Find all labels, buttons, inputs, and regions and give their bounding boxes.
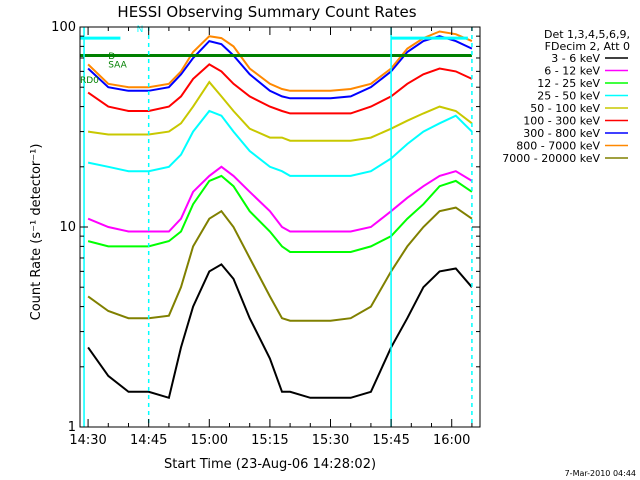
x-tick-label: 15:45 — [372, 433, 409, 448]
x-tick-label: 15:15 — [251, 433, 288, 448]
legend-header: Det 1,3,4,5,6,9, — [544, 28, 630, 41]
series-line-6 — [87, 63, 473, 115]
x-tick-label: 14:30 — [69, 433, 106, 448]
legend-label: 800 - 7000 keV — [516, 140, 600, 153]
annotation-saa: SAA — [108, 60, 127, 70]
legend: Det 1,3,4,5,6,9,FDecim 2, Att 03 - 6 keV… — [502, 28, 630, 165]
y-tick-label: 10 — [59, 220, 76, 235]
series-line-5 — [87, 80, 473, 142]
legend-label: 100 - 300 keV — [523, 115, 600, 128]
y-tick-label: 1 — [68, 420, 76, 435]
series-line-2 — [87, 165, 473, 233]
series-line-1 — [87, 263, 473, 400]
x-tick-label: 15:00 — [191, 433, 228, 448]
legend-label: 7000 - 20000 keV — [502, 152, 600, 165]
legend-label: 50 - 100 keV — [530, 102, 600, 115]
series-line-8 — [87, 30, 473, 92]
x-tick-label: 15:30 — [312, 433, 349, 448]
x-tick-label: 16:00 — [433, 433, 470, 448]
chart-title: HESSI Observing Summary Count Rates — [117, 3, 416, 21]
legend-label: 12 - 25 keV — [537, 77, 600, 90]
timestamp: 7-Mar-2010 04:44 — [565, 469, 636, 478]
series-line-7 — [87, 35, 473, 100]
annotation-rd0: RD0 — [80, 76, 99, 86]
annotation-d: D — [108, 52, 115, 62]
legend-label: 6 - 12 keV — [544, 65, 600, 78]
axes: 1 10 100 14:30 14:45 15:00 15:15 15:30 15:45 16:0… — [51, 20, 481, 448]
annotation-n: N — [137, 25, 144, 35]
series-line-3 — [87, 174, 473, 253]
legend-header: FDecim 2, Att 0 — [545, 40, 630, 53]
y-axis-label: Count Rate (s⁻¹ detector⁻¹) — [29, 144, 44, 321]
x-axis-label: Start Time (23-Aug-06 14:28:02) — [164, 457, 376, 472]
legend-label: 300 - 800 keV — [523, 127, 600, 140]
series-line-9 — [87, 206, 473, 322]
legend-label: 25 - 50 keV — [537, 90, 600, 103]
legend-label: 3 - 6 keV — [551, 52, 600, 65]
y-tick-label: 100 — [51, 20, 76, 35]
x-tick-label: 14:45 — [130, 433, 167, 448]
series-line-4 — [87, 109, 473, 177]
